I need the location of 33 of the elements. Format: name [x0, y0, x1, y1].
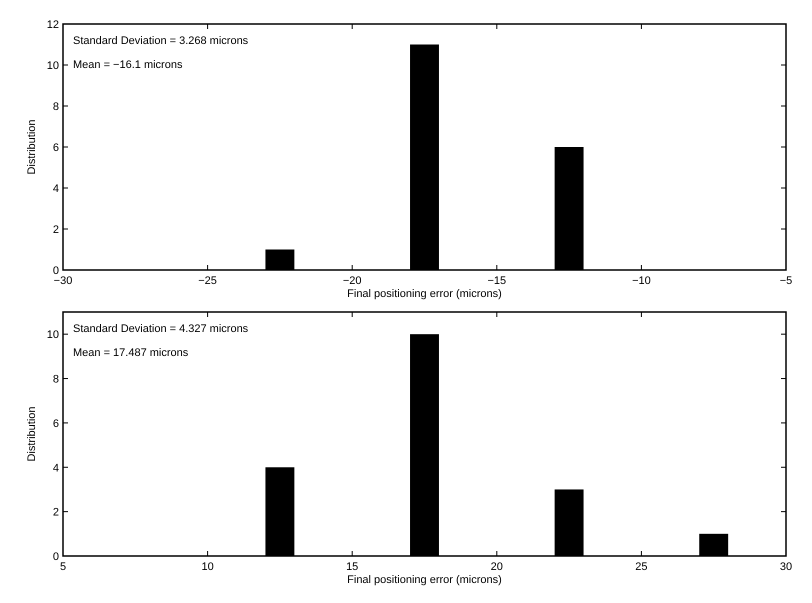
- x-tick-label: −15: [487, 275, 506, 287]
- x-axis-title: Final positioning error (microns): [347, 288, 502, 300]
- y-tick-label: 2: [52, 506, 59, 519]
- x-tick-label: 5: [60, 561, 66, 573]
- x-tick-label: −5: [780, 275, 792, 287]
- y-tick-label: 6: [52, 142, 59, 154]
- y-tick-label: 10: [46, 60, 59, 72]
- x-tick-label: 10: [201, 561, 214, 573]
- x-tick-label: −20: [342, 275, 362, 287]
- y-tick-label: 8: [52, 101, 59, 113]
- y-tick-label: 8: [52, 374, 59, 386]
- y-tick-label: 4: [52, 462, 59, 474]
- x-tick-label: −30: [54, 275, 72, 287]
- y-tick-label: 12: [46, 19, 59, 31]
- y-axis-title: Distribution: [26, 119, 38, 175]
- x-tick-label: 20: [490, 561, 503, 573]
- y-tick-label: 0: [52, 551, 59, 563]
- y-tick-label: 0: [52, 265, 59, 277]
- y-tick-label: 2: [52, 224, 59, 236]
- y-tick-label: 4: [52, 183, 59, 195]
- x-tick-label: −25: [198, 275, 217, 287]
- y-tick-label: 6: [52, 418, 59, 430]
- annotation: Standard Deviation = 3.268 microns: [73, 35, 249, 47]
- y-tick-label: 10: [46, 329, 59, 342]
- x-tick-label: 15: [346, 561, 358, 573]
- x-tick-label: −10: [632, 275, 651, 287]
- annotation: Standard Deviation = 4.327 microns: [73, 323, 249, 335]
- x-axis-title: Final positioning error (microns): [347, 574, 502, 586]
- annotation: Mean = 17.487 microns: [73, 347, 189, 359]
- x-tick-label: 30: [780, 561, 792, 573]
- x-tick-label: 25: [635, 561, 648, 573]
- annotation: Mean = −16.1 microns: [73, 59, 183, 71]
- y-axis-title: Distribution: [26, 406, 38, 462]
